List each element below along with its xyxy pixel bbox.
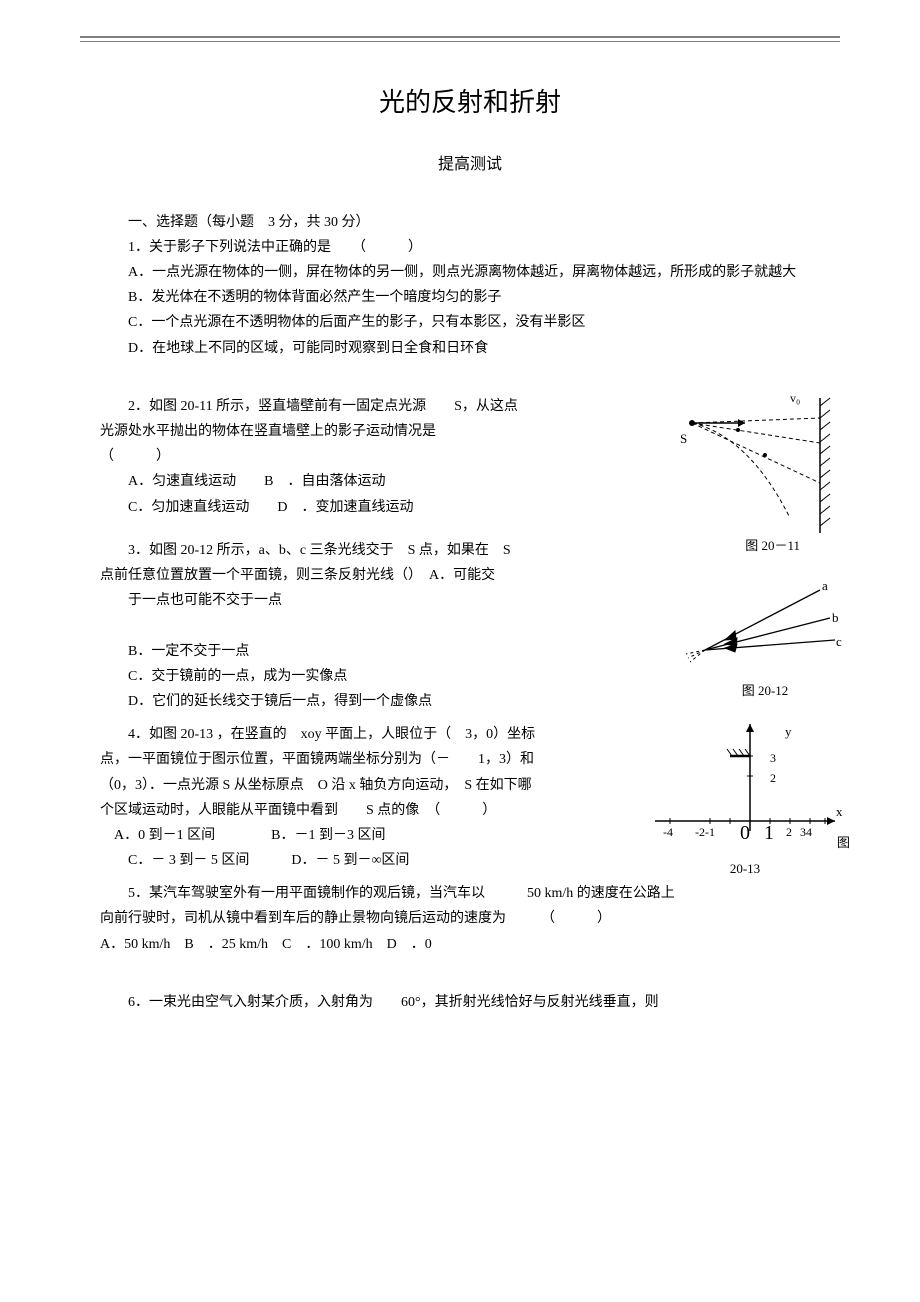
question-2: 2．如图 20-11 所示，竖直墙壁前有一固定点光源 S，从这点 光源处水平抛出… <box>100 394 840 520</box>
fig-20-13-n4: -4 <box>663 825 673 839</box>
q6-stem: 6．一束光由空气入射某介质，入射角为 60°，其折射光线恰好与反射光线垂直，则 <box>100 990 840 1015</box>
figure-20-11: S v₀ <box>660 388 850 547</box>
q1-opt-c: C．一个点光源在不透明物体的后面产生的影子，只有本影区，没有半影区 <box>100 310 840 335</box>
q3-stem-2: 点前任意位置放置一个平面镜，则三条反射光线（） A．可能交 <box>100 563 630 588</box>
page-title: 光的反射和折射 <box>100 80 840 127</box>
q2-opt-ab: A．匀速直线运动 B ．自由落体运动 <box>100 469 630 494</box>
q1-opt-a: A．一点光源在物体的一侧，屏在物体的另一侧，则点光源离物体越近，屏离物体越远，所… <box>100 260 840 285</box>
fig-20-12-c: c <box>836 634 842 649</box>
fig-20-12-b: b <box>832 610 839 625</box>
fig-20-13-label: 20-13 <box>640 857 850 880</box>
top-rule <box>80 36 840 42</box>
q5-stem-2: 向前行驶时，司机从镜中看到车后的静止景物向镜后运动的速度为 （ ） <box>100 906 840 931</box>
figure-20-13-svg: y x 3 2 -4 -2-1 0 1 2 34 <box>640 716 845 846</box>
fig-20-12-a: a <box>822 578 828 593</box>
q1-opt-d: D．在地球上不同的区域，可能同时观察到日全食和日环食 <box>100 336 840 361</box>
q4-opt-ab: A．0 到－1 区间 B．－1 到－3 区间 <box>100 823 630 848</box>
q3-stem-3: 于一点也可能不交于一点 <box>100 588 630 613</box>
question-5: 5．某汽车驾驶室外有一用平面镜制作的观后镜，当汽车以 50 km/h 的速度在公… <box>100 881 840 957</box>
q2-stem-2: 光源处水平抛出的物体在竖直墙壁上的影子运动情况是 <box>100 419 630 444</box>
fig-20-13-t3: 3 <box>770 751 776 765</box>
fig-20-11-v0-label: v₀ <box>790 391 800 405</box>
q2-stem-3: （ ） <box>100 444 630 469</box>
q3-opt-c: C．交于镜前的一点，成为一实像点 <box>100 664 630 689</box>
q4-stem-2: 点，一平面镜位于图示位置，平面镜两端坐标分别为（－ 1，3）和 <box>100 747 630 772</box>
figure-20-12: a b c 图 20-12 <box>680 578 850 703</box>
q4-stem-3: （0，3）．一点光源 S 从坐标原点 O 沿 x 轴负方向运动， S 在如下哪 <box>100 773 630 798</box>
q4-opt-cd: C．－ 3 到－ 5 区间 D．－ 5 到－∞区间 <box>100 848 630 873</box>
question-4: 4．如图 20-13 ，在竖直的 xoy 平面上，人眼位于（ 3，0）坐标 点，… <box>100 722 840 873</box>
q4-stem-1: 4．如图 20-13 ，在竖直的 xoy 平面上，人眼位于（ 3，0）坐标 <box>100 722 630 747</box>
q3-opt-b: B．一定不交于一点 <box>100 639 630 664</box>
q2-opt-cd: C．匀加速直线运动 D ．变加速直线运动 <box>100 495 630 520</box>
fig-20-13-34: 34 <box>800 825 812 839</box>
question-6: 6．一束光由空气入射某介质，入射角为 60°，其折射光线恰好与反射光线垂直，则 <box>100 990 840 1015</box>
fig-20-11-s-label: S <box>680 431 687 446</box>
q4-stem-4: 个区域运动时，人眼能从平面镜中看到 S 点的像 （ ） <box>100 798 630 823</box>
fig-20-13-zero: 0 <box>740 822 750 844</box>
fig-20-13-n2n1: -2-1 <box>695 825 715 839</box>
page-subtitle: 提高测试 <box>100 151 840 180</box>
q5-opts: A．50 km/h B ．25 km/h C ．100 km/h D ．0 <box>100 932 840 957</box>
fig-20-11-label: 图 20－11 <box>745 534 800 557</box>
fig-20-13-one: 1 <box>764 822 774 844</box>
figure-20-13: y x 3 2 -4 -2-1 0 1 2 34 图 20-13 <box>640 716 850 881</box>
fig-20-13-tu: 图 <box>837 831 850 854</box>
q1-stem: 1．关于影子下列说法中正确的是 （ ） <box>100 235 840 260</box>
fig-20-13-x: x <box>836 804 843 819</box>
question-1: 1．关于影子下列说法中正确的是 （ ） A．一点光源在物体的一侧，屏在物体的另一… <box>100 235 840 361</box>
q3-stem-1: 3．如图 20-12 所示，a、b、c 三条光线交于 S 点，如果在 S <box>100 538 630 563</box>
q3-opt-d: D．它们的延长线交于镜后一点，得到一个虚像点 <box>100 689 630 714</box>
fig-20-13-y: y <box>785 724 792 739</box>
section-heading: 一、选择题（每小题 3 分，共 30 分） <box>100 210 840 235</box>
figure-20-11-svg: S v₀ <box>660 388 845 538</box>
q2-stem-1: 2．如图 20-11 所示，竖直墙壁前有一固定点光源 S，从这点 <box>100 394 630 419</box>
fig-20-12-label: 图 20-12 <box>680 679 850 702</box>
figure-20-12-svg: a b c <box>680 578 845 668</box>
fig-20-13-two: 2 <box>786 825 792 839</box>
q1-opt-b: B．发光体在不透明的物体背面必然产生一个暗度均匀的影子 <box>100 285 840 310</box>
question-3: 3．如图 20-12 所示，a、b、c 三条光线交于 S 点，如果在 S 点前任… <box>100 538 840 714</box>
fig-20-13-t2: 2 <box>770 771 776 785</box>
q5-stem-1: 5．某汽车驾驶室外有一用平面镜制作的观后镜，当汽车以 50 km/h 的速度在公… <box>100 881 840 906</box>
